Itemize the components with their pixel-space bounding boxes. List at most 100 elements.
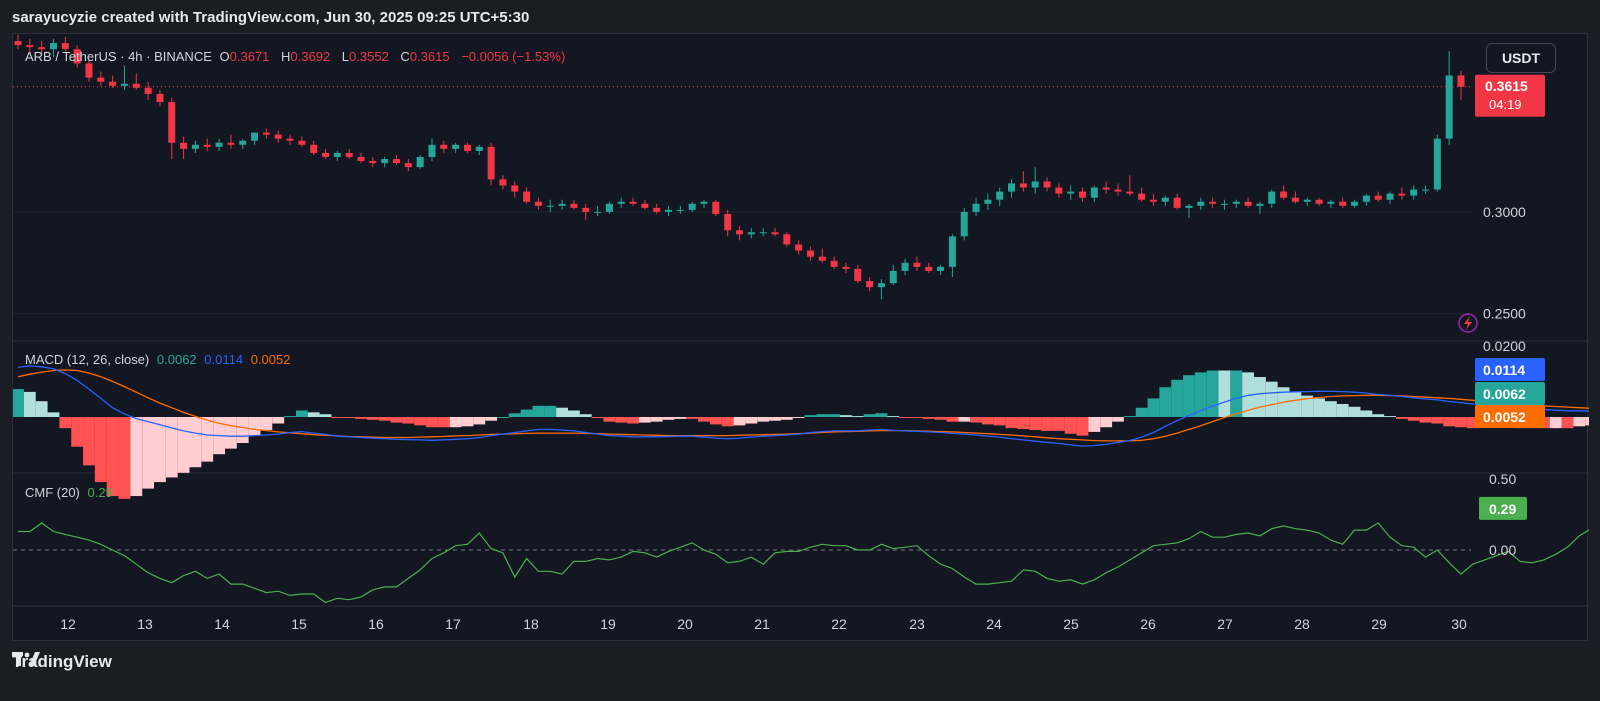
cmf-line xyxy=(18,522,1589,604)
macd-hist-bar xyxy=(946,417,959,422)
macd-hist-bar xyxy=(662,417,675,420)
symbol-pair[interactable]: ARB / TetherUS · 4h · BINANCE xyxy=(25,49,212,64)
cmf-legend: CMF (20) 0.29 xyxy=(25,485,117,500)
chart-area[interactable]: 0.3000 0.2500 0.3615 04:19 0.0200 0.0114 0.006… xyxy=(12,33,1589,642)
candle-body xyxy=(1197,201,1205,206)
price-tick-label: 0.3000 xyxy=(1483,204,1526,220)
candle-body xyxy=(73,49,81,64)
macd-hist-bar xyxy=(331,417,344,418)
lightning-icon[interactable] xyxy=(1458,313,1478,333)
candle-body xyxy=(1291,197,1299,202)
candle-body xyxy=(14,41,22,46)
macd-hist-bar xyxy=(201,417,214,462)
macd-hist-bar xyxy=(1052,417,1065,431)
time-tick-label: 12 xyxy=(60,616,76,632)
candle-body xyxy=(1303,199,1311,202)
candle-body xyxy=(783,234,791,245)
candle-body xyxy=(274,134,282,139)
macd-hist-bar xyxy=(579,414,592,417)
time-tick-label: 20 xyxy=(677,616,693,632)
candle-body xyxy=(1102,187,1110,190)
currency-button[interactable]: USDT xyxy=(1486,43,1556,73)
candle-body xyxy=(996,191,1004,200)
macd-hist-bar xyxy=(94,417,107,483)
candle-body xyxy=(85,63,93,78)
macd-hist-bar xyxy=(970,417,982,423)
candle-body xyxy=(736,230,743,235)
macd-hist-bar xyxy=(1549,417,1562,429)
macd-hist-bar xyxy=(1313,398,1325,417)
candle-body xyxy=(1280,191,1288,198)
change-value: −0.0056 (−1.53%) xyxy=(461,49,566,64)
time-tick-label: 23 xyxy=(909,616,925,632)
macd-axis-label: 0.0200 xyxy=(1483,338,1526,354)
macd-hist-bar xyxy=(851,416,864,418)
macd-hist-bar xyxy=(603,417,616,422)
candle-body xyxy=(688,203,696,210)
macd-hist-bar xyxy=(1384,416,1396,418)
macd-hist-bar xyxy=(1289,391,1302,417)
candle-body xyxy=(676,209,684,211)
time-tick-label: 16 xyxy=(368,616,384,632)
low-label: L xyxy=(341,49,350,64)
macd-hist-bar xyxy=(248,417,261,436)
time-tick-label: 22 xyxy=(831,616,847,632)
macd-hist-bar xyxy=(650,417,663,422)
candle-body xyxy=(641,203,649,208)
macd-hist-bar xyxy=(414,417,427,426)
candle-body xyxy=(286,138,294,141)
candle-body xyxy=(889,270,897,284)
macd-hist-bar xyxy=(709,417,722,425)
macd-hist-bar xyxy=(1254,377,1266,417)
macd-hist-bar xyxy=(343,417,356,418)
candle-body xyxy=(700,201,708,204)
candle-body xyxy=(972,203,980,212)
chart-canvas[interactable]: 0.3000 0.2500 0.3615 04:19 0.0200 0.0114 0.006… xyxy=(13,34,1589,642)
macd-hist-bar xyxy=(23,391,36,417)
macd-hist-bar xyxy=(745,417,758,424)
macd-hist-bar xyxy=(1041,417,1053,431)
macd-hist-bar xyxy=(83,417,95,466)
candle-body xyxy=(1090,187,1098,198)
candle-body xyxy=(747,232,755,235)
candle-body xyxy=(381,159,389,164)
candle-body xyxy=(629,201,637,204)
macd-hist-bar xyxy=(366,417,379,420)
macd-hist-bar xyxy=(1360,410,1373,417)
macd-hist-bar xyxy=(792,417,805,418)
macd-hist-bar xyxy=(260,417,273,431)
macd-hist-bar xyxy=(402,417,415,424)
macd-hist-bar xyxy=(473,417,486,425)
macd-hist-bar xyxy=(757,417,770,422)
candle-body xyxy=(1173,197,1181,208)
macd-hist-bar xyxy=(627,417,639,424)
macd-value-label: 0.0052 xyxy=(1483,409,1526,425)
time-tick-label: 29 xyxy=(1371,616,1387,632)
candle-body xyxy=(1079,191,1087,198)
time-tick-label: 27 xyxy=(1217,616,1233,632)
candle-body xyxy=(132,83,140,88)
candle-body xyxy=(511,185,519,192)
macd-hist-bar xyxy=(1348,406,1361,417)
macd-hist-bar xyxy=(911,417,923,418)
macd-hist-bar xyxy=(1301,395,1314,417)
macd-hist-bar xyxy=(461,417,474,427)
macd-hist-bar xyxy=(236,417,249,444)
cmf-title[interactable]: CMF (20) xyxy=(25,485,80,500)
chart-credit: sarayucyzie created with TradingView.com… xyxy=(12,9,530,26)
macd-title[interactable]: MACD (12, 26, close) xyxy=(25,352,150,367)
candle-body xyxy=(499,179,507,186)
macd-hist-bar xyxy=(840,415,852,417)
candle-body xyxy=(203,144,211,147)
time-tick-label: 30 xyxy=(1451,616,1467,632)
macd-hist-bar xyxy=(485,417,498,421)
candle-body xyxy=(26,45,34,48)
candle-body xyxy=(1410,189,1418,196)
close-label: C xyxy=(400,49,410,64)
macd-hist-bar xyxy=(1455,417,1467,428)
candle-body xyxy=(1161,197,1169,202)
candle-body xyxy=(120,83,128,86)
candle-body xyxy=(913,262,921,267)
candle-body xyxy=(1114,189,1122,192)
macd-hist-bar xyxy=(875,413,888,417)
